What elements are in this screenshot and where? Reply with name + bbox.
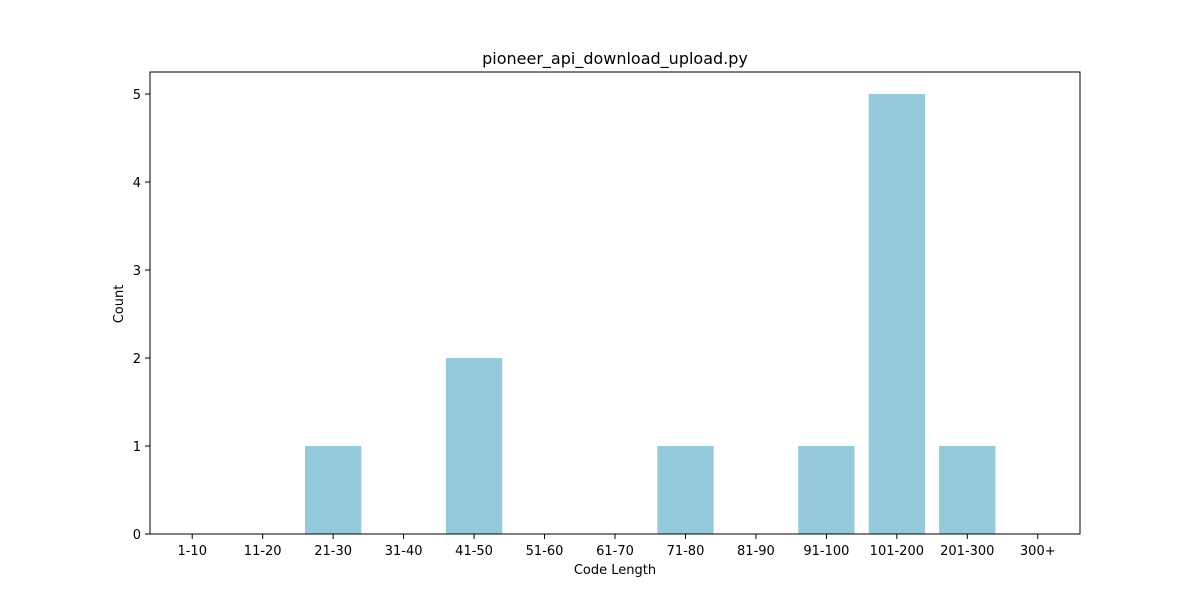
bars-layer xyxy=(304,94,996,534)
y-tick-label-2: 2 xyxy=(133,352,141,367)
x-tick-label-1-10: 1-10 xyxy=(177,544,207,559)
bar-21-30 xyxy=(304,446,362,534)
x-tick-label-300+: 300+ xyxy=(1020,544,1056,559)
y-tick-label-5: 5 xyxy=(133,88,141,103)
x-tick-label-11-20: 11-20 xyxy=(244,544,282,559)
x-tick-label-101-200: 101-200 xyxy=(870,544,924,559)
x-tick-label-71-80: 71-80 xyxy=(667,544,705,559)
x-tick-label-91-100: 91-100 xyxy=(803,544,849,559)
x-tick-label-31-40: 31-40 xyxy=(385,544,423,559)
bar-101-200 xyxy=(868,94,926,534)
x-axis-label: Code Length xyxy=(574,563,656,578)
y-tick-label-4: 4 xyxy=(133,176,141,191)
bar-201-300 xyxy=(939,446,996,534)
chart-title: pioneer_api_download_upload.py xyxy=(482,49,748,69)
bar-91-100 xyxy=(798,446,855,534)
x-tick-label-21-30: 21-30 xyxy=(314,544,352,559)
x-tick-label-201-300: 201-300 xyxy=(940,544,994,559)
y-tick-label-1: 1 xyxy=(133,440,141,455)
axes-layer: 1-10 11-20 21-30 31-40 41-50 51-60 61-70 71-80 8… xyxy=(133,71,1081,559)
x-tick-label-61-70: 61-70 xyxy=(596,544,634,559)
bar-41-50 xyxy=(445,358,503,534)
y-tick-label-0: 0 xyxy=(133,528,141,543)
x-tick-label-51-60: 51-60 xyxy=(526,544,564,559)
x-tick-label-81-90: 81-90 xyxy=(737,544,775,559)
y-axis-label: Count xyxy=(112,285,127,324)
x-tick-label-41-50: 41-50 xyxy=(455,544,493,559)
y-tick-label-3: 3 xyxy=(133,264,141,279)
bar-71-80 xyxy=(657,446,714,534)
